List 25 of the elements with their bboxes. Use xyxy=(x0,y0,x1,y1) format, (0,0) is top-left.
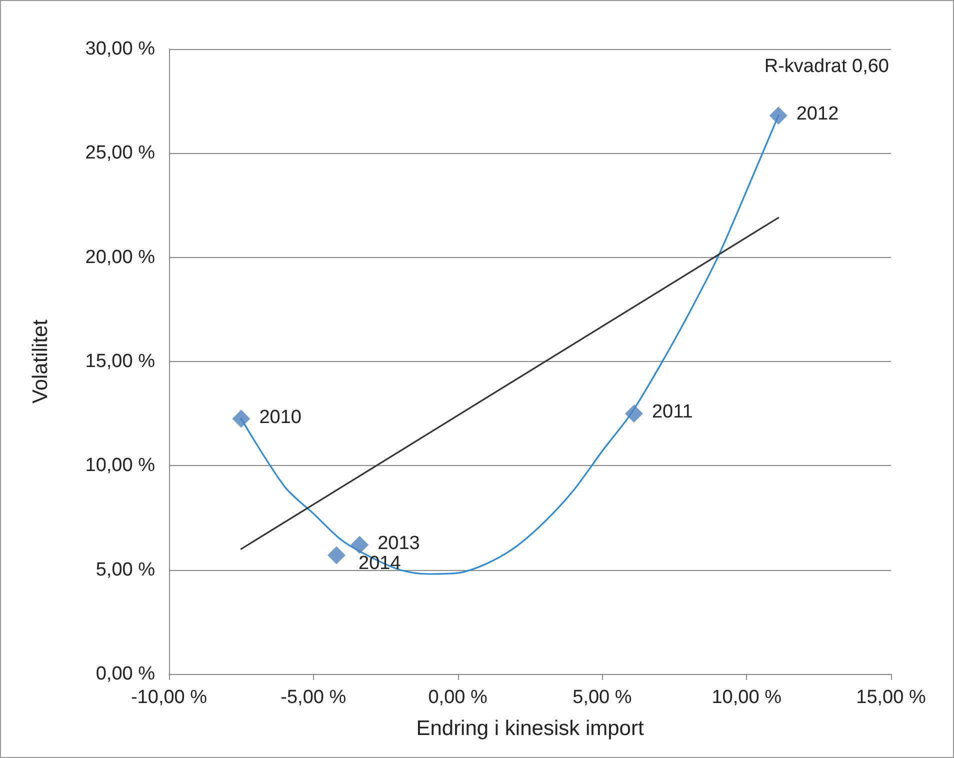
annotation: 2011 xyxy=(652,402,693,423)
point xyxy=(350,536,369,554)
x-tick-label: 0,00 % xyxy=(428,687,488,708)
point xyxy=(328,546,346,564)
annotation: 2012 xyxy=(796,104,839,125)
x-tick-label: -10,00 % xyxy=(130,687,208,708)
x-tick-label: 15,00 % xyxy=(856,687,926,708)
y-tick-label: 0,00 % xyxy=(96,664,156,684)
y-tick-label: 15,00 % xyxy=(85,351,156,372)
y-tick-label: 25,00 % xyxy=(85,142,156,164)
x-tick-label: 10,00 % xyxy=(712,687,782,708)
annotation: R-kvadrat 0,60 xyxy=(764,56,890,77)
x-tick-label: -5,00 % xyxy=(280,687,346,708)
point xyxy=(769,106,788,125)
y-tick-label: 20,00 % xyxy=(85,246,156,268)
x-axis-title: Endring i kinesisk import xyxy=(416,717,644,740)
y-tick-label: 5,00 % xyxy=(96,559,156,580)
y-axis-title: Volatilitet xyxy=(29,319,52,404)
y-tick-label: 30,00 % xyxy=(85,38,156,60)
point xyxy=(624,404,643,423)
annotation: 2013 xyxy=(378,532,420,554)
y-tick-label: 10,00 % xyxy=(85,455,156,476)
x-tick-label: 5,00 % xyxy=(572,687,632,708)
annotation: 2010 xyxy=(259,406,302,428)
point xyxy=(232,410,250,428)
